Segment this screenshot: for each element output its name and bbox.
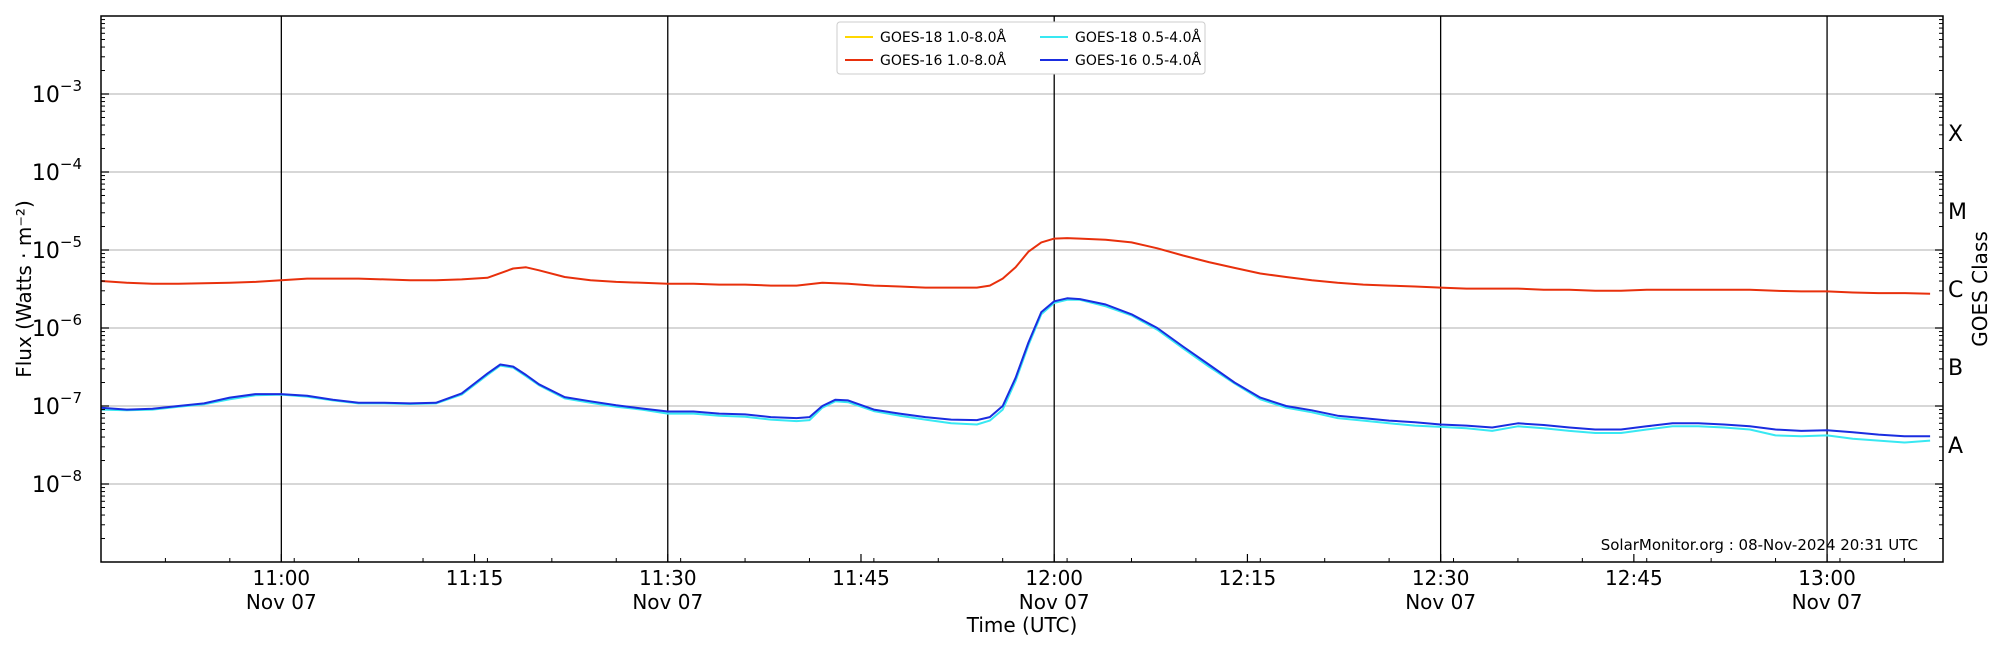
y-tick-exponent: −6 — [60, 311, 82, 329]
y-tick-label: 10−8 — [32, 467, 82, 498]
x-tick-label: 11:00 — [253, 566, 311, 590]
goes-class-label: A — [1948, 434, 1963, 459]
legend-box — [836, 21, 1206, 75]
plot-frame — [100, 15, 1944, 563]
y-tick-label: 10−6 — [32, 311, 82, 342]
goes-class-label: C — [1948, 278, 1963, 303]
y-tick-exponent: −8 — [60, 467, 82, 485]
x-tick-label: 12:45 — [1605, 566, 1663, 590]
y-tick-exponent: −3 — [60, 77, 82, 95]
goes-class-axis-label: GOES Class — [1968, 231, 1992, 347]
goes-class-label: B — [1948, 356, 1963, 381]
x-tick-date-label: Nov 07 — [632, 590, 703, 614]
legend-label: GOES-16 1.0-8.0Å — [880, 52, 1006, 69]
x-tick-label: 11:45 — [832, 566, 890, 590]
y-tick-exponent: −4 — [60, 155, 82, 173]
series-line — [100, 297, 1931, 438]
series-line — [100, 237, 1931, 295]
grid-layer — [101, 93, 1943, 485]
series-line — [100, 298, 1931, 444]
vertical-lines-layer — [280, 16, 1828, 562]
y-tick-exponent: −7 — [60, 389, 82, 407]
x-tick-label: 12:30 — [1412, 566, 1470, 590]
x-tick-label: 12:00 — [1025, 566, 1083, 590]
goes-class-label: M — [1948, 200, 1967, 225]
goes-class-layer: X M C B A — [1948, 122, 1967, 459]
y-tick-label: 10−7 — [32, 389, 82, 420]
x-tick-label: 13:00 — [1798, 566, 1856, 590]
x-tick-label: 12:15 — [1219, 566, 1277, 590]
legend-label: GOES-16 0.5-4.0Å — [1075, 52, 1201, 69]
x-tick-date-label: Nov 07 — [1019, 590, 1090, 614]
source-annotation: SolarMonitor.org : 08-Nov-2024 20:31 UTC — [1601, 536, 1918, 554]
series-layer — [100, 237, 1931, 444]
x-tick-label: 11:15 — [446, 566, 504, 590]
x-axis-label: Time (UTC) — [966, 613, 1078, 637]
y-axis-label: Flux (Watts · m⁻²) — [12, 200, 36, 378]
y-tick-exponent: −5 — [60, 233, 82, 251]
goes-class-label: X — [1948, 122, 1963, 147]
legend-label: GOES-18 0.5-4.0Å — [1075, 29, 1201, 46]
legend-label: GOES-18 1.0-8.0Å — [880, 29, 1006, 46]
x-tick-date-label: Nov 07 — [246, 590, 317, 614]
y-tick-label: 10−4 — [32, 155, 82, 186]
x-tick-date-label: Nov 07 — [1792, 590, 1863, 614]
x-tick-label: 11:30 — [639, 566, 697, 590]
y-tick-label: 10−3 — [32, 77, 82, 108]
legend: GOES-18 1.0-8.0Å GOES-16 1.0-8.0Å GOES-18 … — [836, 21, 1206, 75]
y-tick-label: 10−5 — [32, 233, 82, 264]
x-tick-date-label: Nov 07 — [1405, 590, 1476, 614]
y-tick-layer: 10−8 10−7 10−6 10−5 10−4 10−3 — [32, 19, 1943, 540]
